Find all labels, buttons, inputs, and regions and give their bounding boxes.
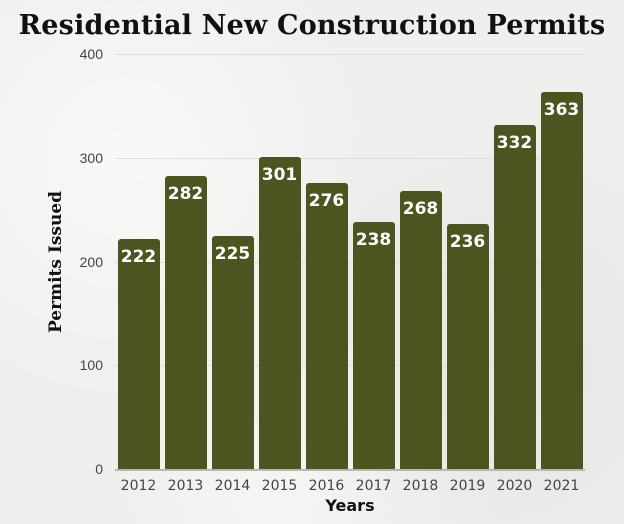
x-tick-label: 2017 xyxy=(355,478,392,494)
bar-2013: 282 xyxy=(164,176,207,469)
x-axis-label: Years xyxy=(325,496,375,515)
bar-2016: 276 xyxy=(305,182,348,469)
x-tick-label: 2018 xyxy=(402,478,439,494)
bar-2014: 225 xyxy=(211,235,254,469)
bar-2012: 222 xyxy=(117,238,160,469)
x-tick-label: 2019 xyxy=(449,478,486,494)
chart-title: Residential New Construction Permits xyxy=(18,10,606,41)
bar-value-label: 225 xyxy=(214,243,251,264)
bar-value-label: 238 xyxy=(355,230,392,251)
y-tick-label: 200 xyxy=(79,253,103,270)
bar-value-label: 268 xyxy=(402,198,439,219)
x-tick-label: 2016 xyxy=(308,478,345,494)
y-tick-label: 100 xyxy=(79,357,103,374)
x-tick-label: 2020 xyxy=(496,478,533,494)
x-tick-label: 2021 xyxy=(543,478,580,494)
y-tick-label: 300 xyxy=(79,149,103,166)
bar-value-label: 236 xyxy=(449,232,486,253)
gridline xyxy=(115,54,585,55)
bar-value-label: 276 xyxy=(308,190,345,211)
x-axis-baseline xyxy=(115,469,585,471)
bar-2021: 363 xyxy=(540,92,583,469)
bar-2018: 268 xyxy=(399,190,442,469)
plot-area: 0 100 200 300 400 222 2012 282 2013 225 2014 301 201… xyxy=(80,46,585,494)
bar-value-label: 363 xyxy=(543,100,580,121)
bar-value-label: 282 xyxy=(167,184,204,205)
bar-value-label: 332 xyxy=(496,132,533,153)
bar-2015: 301 xyxy=(258,156,301,469)
x-tick-label: 2012 xyxy=(120,478,157,494)
y-tick-label: 400 xyxy=(79,46,103,62)
gridline xyxy=(115,261,585,263)
y-tick-label: 0 xyxy=(95,461,103,477)
x-tick-label: 2013 xyxy=(167,478,204,494)
gridline xyxy=(115,365,585,367)
gridline xyxy=(115,157,585,159)
x-tick-label: 2015 xyxy=(261,478,298,494)
bar-value-label: 301 xyxy=(261,164,298,185)
bar-value-label: 222 xyxy=(120,246,157,267)
bar-2019: 236 xyxy=(446,224,489,469)
bar-2020: 332 xyxy=(493,124,536,469)
x-tick-label: 2014 xyxy=(214,478,251,494)
bar-2017: 238 xyxy=(352,222,395,469)
